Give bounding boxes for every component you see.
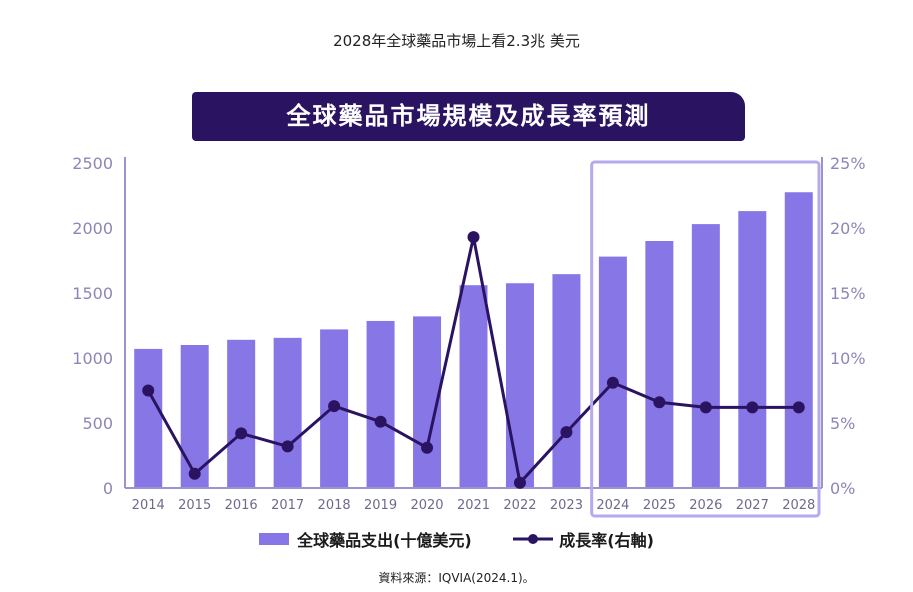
- growth-point-2021: [467, 231, 480, 244]
- x-tick-label: 2019: [364, 498, 397, 513]
- legend-bar-swatch: [259, 533, 290, 545]
- growth-point-2024: [606, 376, 619, 389]
- x-tick-label: 2028: [782, 498, 815, 513]
- bar-2028: [784, 192, 813, 488]
- y-right-tick-label: 0%: [830, 479, 855, 498]
- x-tick-label: 2025: [643, 498, 676, 513]
- x-tick-label: 2018: [318, 498, 351, 513]
- bar-2016: [227, 339, 256, 488]
- axes-layer: 0 500 1000 1500 2000 2500 0% 5% 10% 15% 20% 25% 2014…: [72, 154, 865, 513]
- forecast-highlight-box: [590, 160, 821, 518]
- growth-line-layer: [142, 231, 805, 489]
- y-right-tick-label: 5%: [830, 414, 855, 433]
- y-right-tick-label: 10%: [830, 349, 866, 368]
- chart-title-banner: 全球藥品市場規模及成長率預測: [192, 92, 745, 141]
- chart-subtitle-note: 2028年全球藥品市場上看2.3兆 美元: [333, 32, 580, 50]
- bar-2024: [598, 256, 627, 488]
- y-left-tick-label: 1500: [72, 284, 113, 303]
- growth-point-2025: [653, 396, 666, 409]
- legend-item-spending: 全球藥品支出(十億美元): [259, 527, 472, 551]
- growth-point-2020: [421, 441, 434, 454]
- growth-point-2026: [699, 401, 712, 414]
- growth-point-2015: [188, 467, 201, 480]
- y-right-tick-label: 15%: [830, 284, 866, 303]
- legend-line-marker-icon: [513, 534, 554, 544]
- source-note: 資料來源：IQVIA(2024.1)。: [378, 571, 535, 585]
- x-tick-label: 2023: [550, 498, 583, 513]
- y-left-tick-label: 0: [103, 479, 113, 498]
- x-tick-label: 2014: [132, 498, 165, 513]
- legend: 全球藥品支出(十億美元) 成長率(右軸): [0, 527, 913, 551]
- bar-2019: [366, 320, 395, 488]
- bar-2023: [552, 274, 581, 488]
- y-left-tick-label: 2000: [72, 219, 113, 238]
- y-right-tick-label: 20%: [830, 219, 866, 238]
- x-tick-label: 2015: [178, 498, 211, 513]
- x-tick-label: 2022: [503, 498, 536, 513]
- bar-2014: [134, 348, 163, 488]
- bar-2027: [738, 211, 767, 488]
- y-right-tick-label: 25%: [830, 154, 866, 173]
- growth-point-2019: [374, 415, 387, 428]
- x-tick-label: 2021: [457, 498, 490, 513]
- bar-2017: [273, 337, 302, 488]
- y-left-tick-label: 500: [82, 414, 113, 433]
- x-tick-label: 2024: [596, 498, 629, 513]
- growth-point-2027: [746, 401, 759, 414]
- growth-point-2016: [235, 427, 248, 440]
- y-left-tick-label: 2500: [72, 154, 113, 173]
- x-tick-label: 2020: [410, 498, 443, 513]
- x-tick-label: 2016: [225, 498, 258, 513]
- y-left-tick-label: 1000: [72, 349, 113, 368]
- bar-2025: [645, 241, 674, 488]
- x-tick-label: 2027: [736, 498, 769, 513]
- chart-title: 全球藥品市場規模及成長率預測: [286, 102, 651, 130]
- bars-layer: [134, 192, 813, 488]
- growth-point-2018: [328, 400, 341, 413]
- growth-point-2017: [281, 440, 294, 453]
- legend-label-growth: 成長率(右軸): [559, 531, 654, 550]
- x-tick-label: 2026: [689, 498, 722, 513]
- growth-point-2014: [142, 384, 155, 397]
- growth-point-2028: [792, 401, 805, 414]
- x-tick-label: 2017: [271, 498, 304, 513]
- bar-2026: [691, 224, 720, 488]
- bar-2022: [505, 283, 534, 488]
- growth-point-2022: [513, 476, 526, 489]
- legend-label-spending: 全球藥品支出(十億美元): [297, 531, 472, 550]
- bar-2021: [459, 285, 488, 488]
- legend-item-growth: 成長率(右軸): [513, 527, 654, 551]
- forecast-highlight-layer: [590, 160, 821, 518]
- growth-point-2023: [560, 426, 573, 439]
